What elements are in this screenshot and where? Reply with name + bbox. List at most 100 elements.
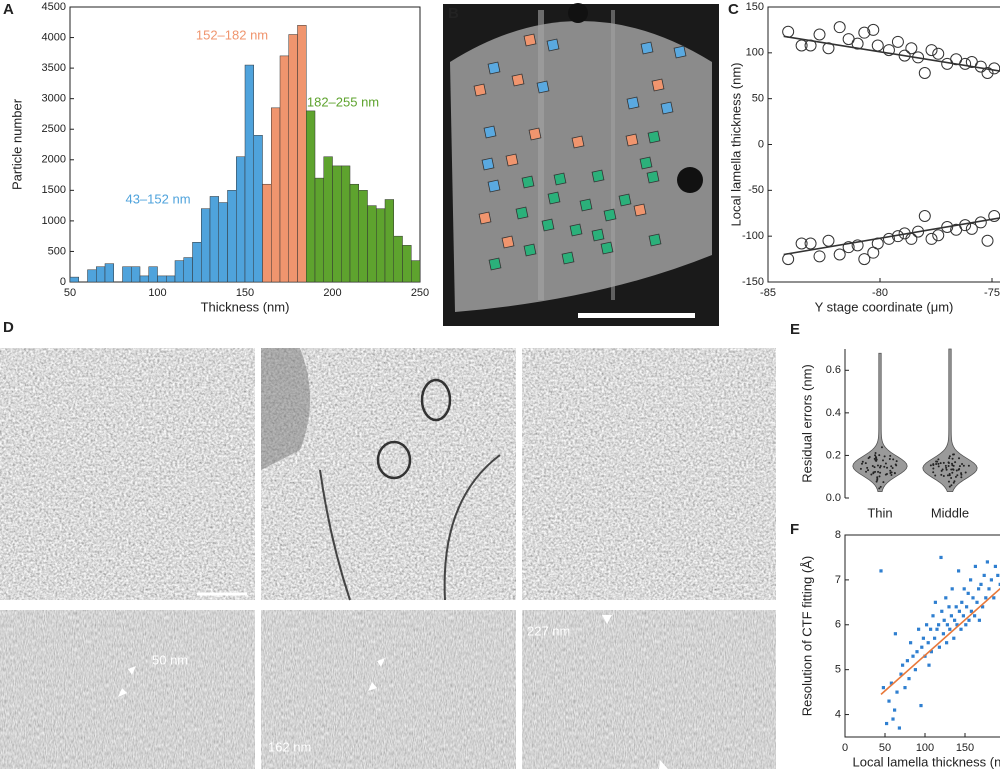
fit-line — [783, 217, 1000, 256]
violin-point — [932, 467, 935, 470]
data-point — [942, 618, 946, 622]
histogram-bar — [209, 196, 219, 283]
data-point — [941, 221, 954, 233]
histogram-bar — [341, 165, 351, 283]
target-square — [528, 127, 542, 141]
target-square — [546, 38, 560, 52]
panel-label: C — [728, 1, 739, 18]
panel-label: F — [790, 521, 799, 538]
data-point — [933, 636, 937, 640]
violin-point — [929, 464, 932, 467]
violin-point — [951, 457, 954, 460]
data-point — [858, 26, 871, 39]
data-point — [893, 632, 897, 636]
violin-point — [952, 481, 955, 484]
violin-point — [879, 471, 882, 474]
histogram-bar — [253, 135, 263, 283]
data-point — [982, 573, 986, 577]
histogram-bar — [393, 235, 403, 283]
data-point — [985, 560, 989, 564]
data-point — [953, 618, 957, 622]
y-tick-label: -150 — [742, 276, 764, 288]
violin-point — [954, 461, 957, 464]
data-point — [887, 699, 891, 703]
violin-point — [875, 456, 878, 459]
data-point — [998, 582, 1000, 586]
violin-point — [958, 465, 961, 468]
y-tick-label: 5 — [835, 664, 841, 676]
data-point — [965, 605, 969, 609]
data-point — [907, 677, 911, 681]
violin-point — [870, 473, 873, 476]
target-square — [483, 125, 497, 139]
y-axis-label: Residual errors (nm) — [799, 364, 814, 482]
violin-point — [895, 460, 898, 463]
y-tick-label: 4000 — [42, 31, 66, 43]
series-label: 43–152 nm — [125, 191, 190, 206]
panel-label: D — [3, 319, 14, 336]
data-point — [960, 600, 964, 604]
data-point — [945, 641, 949, 645]
data-point — [925, 623, 929, 627]
y-tick-label: 0.0 — [826, 492, 841, 504]
histogram-bar — [358, 190, 368, 283]
violin-point — [948, 455, 951, 458]
data-point — [957, 569, 961, 573]
violin-point — [866, 466, 869, 469]
y-tick-label: 150 — [746, 1, 764, 13]
y-tick-label: 1500 — [42, 184, 66, 196]
x-tick-label: -85 — [760, 287, 776, 299]
target-square — [571, 135, 585, 149]
violin-point — [932, 471, 935, 474]
data-point — [905, 232, 918, 245]
violin-point — [958, 457, 961, 460]
x-tick-label: -75 — [984, 287, 1000, 299]
data-point — [993, 564, 997, 569]
target-square — [481, 157, 495, 171]
histogram-bar — [174, 260, 184, 283]
data-point — [959, 57, 972, 70]
violin-point — [867, 457, 870, 460]
data-point — [979, 582, 983, 586]
target-square — [618, 193, 632, 207]
data-point — [989, 578, 993, 582]
histogram-bar — [183, 257, 193, 283]
data-point — [833, 248, 846, 261]
violin-point — [947, 480, 950, 483]
violin-point — [960, 472, 963, 475]
violin-point — [875, 458, 878, 461]
histogram-bar — [262, 183, 272, 283]
target-square — [511, 73, 525, 87]
violin-point — [939, 462, 942, 465]
data-point — [961, 614, 965, 618]
violin-point — [936, 460, 939, 463]
annotation: 162 nm — [268, 739, 311, 754]
violin-point — [876, 479, 879, 482]
data-point — [945, 623, 949, 627]
violin-point — [871, 464, 874, 467]
data-point — [969, 609, 973, 613]
violin-point — [964, 471, 967, 474]
panel-label: E — [790, 321, 800, 338]
data-point — [925, 232, 938, 245]
histogram-bar — [332, 165, 342, 283]
x-tick-label: 0 — [842, 742, 848, 754]
histogram-bar — [271, 107, 281, 283]
violin-point — [865, 470, 868, 473]
fit-line — [880, 587, 1000, 695]
violin-point — [882, 459, 885, 462]
violin-point — [951, 468, 954, 471]
violin-point — [937, 458, 940, 461]
data-point — [973, 614, 977, 618]
data-point — [782, 253, 795, 266]
data-point — [939, 555, 943, 560]
x-tick-label: 100 — [916, 742, 934, 754]
target-square — [648, 233, 662, 247]
violin-point — [891, 467, 894, 470]
violin-point — [879, 485, 882, 488]
target-square — [646, 170, 660, 184]
target-square — [625, 133, 639, 147]
target-square — [647, 130, 661, 144]
data-point — [919, 703, 923, 708]
target-square — [561, 251, 575, 265]
